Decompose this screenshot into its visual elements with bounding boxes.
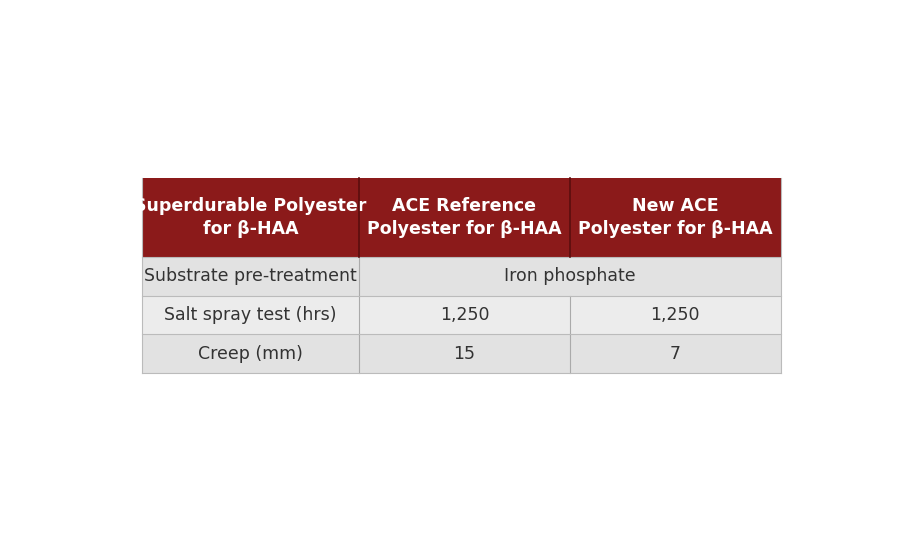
Text: 1,250: 1,250 xyxy=(651,306,700,324)
Text: Iron phosphate: Iron phosphate xyxy=(504,267,635,285)
Bar xyxy=(570,178,780,256)
Text: Substrate pre-treatment: Substrate pre-treatment xyxy=(144,267,356,285)
Bar xyxy=(142,256,780,295)
Text: New ACE
Polyester for β-HAA: New ACE Polyester for β-HAA xyxy=(578,196,772,238)
Bar xyxy=(142,178,359,256)
Text: 15: 15 xyxy=(454,345,475,363)
Text: Creep (mm): Creep (mm) xyxy=(198,345,302,363)
Bar xyxy=(142,334,780,373)
Text: 7: 7 xyxy=(670,345,680,363)
Bar xyxy=(142,295,780,334)
Bar xyxy=(359,178,570,256)
Text: 1,250: 1,250 xyxy=(440,306,490,324)
Text: Superdurable Polyester
for β-HAA: Superdurable Polyester for β-HAA xyxy=(134,196,366,238)
Text: ACE Reference
Polyester for β-HAA: ACE Reference Polyester for β-HAA xyxy=(367,196,562,238)
Text: Salt spray test (hrs): Salt spray test (hrs) xyxy=(164,306,337,324)
